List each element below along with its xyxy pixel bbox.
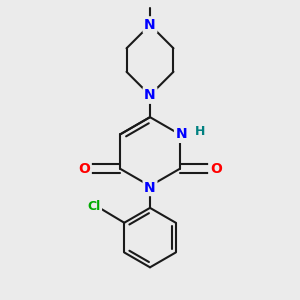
Text: N: N	[176, 128, 187, 141]
Text: H: H	[195, 125, 205, 138]
Text: N: N	[144, 18, 156, 32]
Text: O: O	[210, 162, 222, 176]
Text: N: N	[144, 181, 156, 194]
Text: Cl: Cl	[87, 200, 101, 213]
Text: O: O	[78, 162, 90, 176]
Text: N: N	[144, 88, 156, 102]
